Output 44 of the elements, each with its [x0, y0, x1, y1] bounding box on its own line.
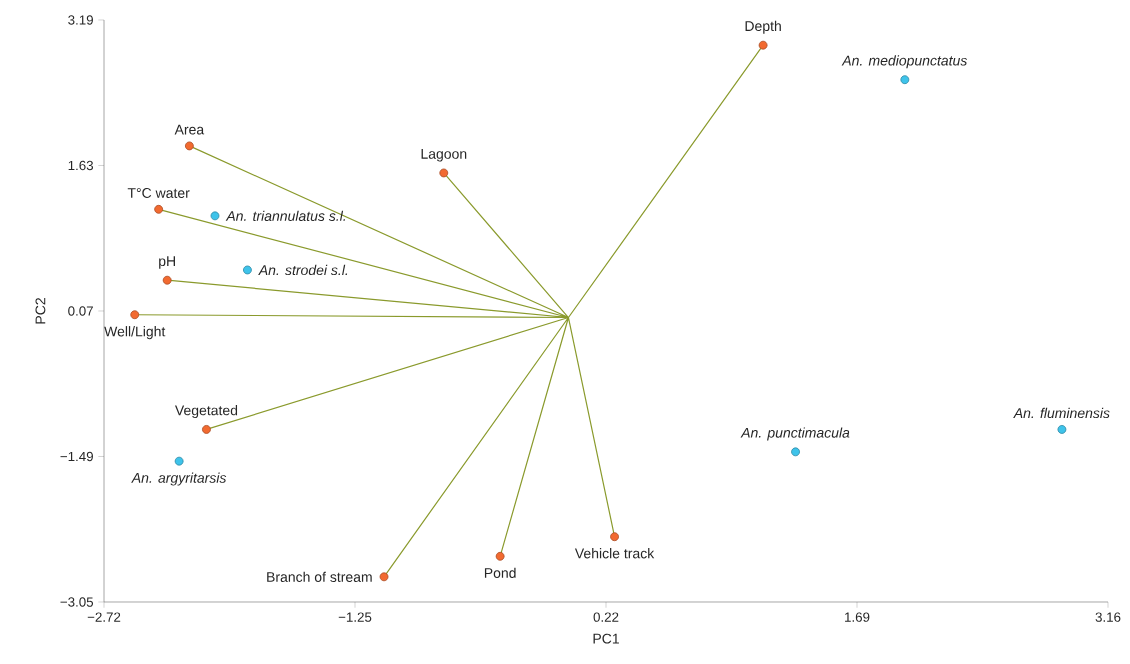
annotation: Lagoon — [421, 149, 467, 162]
point — [439, 168, 449, 178]
point — [154, 204, 164, 214]
annotation: Pond — [484, 567, 516, 578]
series-label: An. fluminensis — [1013, 407, 1110, 419]
series-label: An. strodei s.l. — [258, 264, 348, 276]
point — [210, 211, 220, 221]
series-label: An. triannulatus s.l. — [225, 210, 345, 222]
series-label: An. punctimacula — [740, 427, 850, 441]
x-tick-label: 3.16 — [1095, 612, 1121, 622]
series-label: An. argyritarsis — [131, 472, 227, 486]
point — [184, 141, 194, 151]
annotation: Vehicle track — [574, 548, 655, 559]
y-axis-title: PC2 — [35, 298, 46, 324]
point — [791, 447, 800, 457]
annotation: Branch of stream — [267, 571, 372, 582]
x-axis-title: PC1 — [593, 633, 619, 644]
y-tick-label: 1.63 — [68, 160, 94, 171]
y-tick-label: 0.07 — [68, 306, 93, 316]
point — [495, 551, 505, 561]
annotation: Area — [174, 124, 205, 135]
point — [162, 275, 172, 285]
annotation: pH — [159, 256, 175, 269]
series-label: An. mediopunctatus — [841, 55, 968, 69]
y-tick-label: 3.19 — [68, 15, 93, 25]
point — [243, 265, 252, 275]
point — [1057, 425, 1067, 434]
point — [202, 425, 211, 434]
x-tick-label: 1.69 — [845, 612, 870, 622]
y-tick-label: −3.05 — [60, 597, 94, 607]
annotation: Vegetated — [174, 405, 238, 419]
point — [758, 40, 768, 50]
x-tick-label: −2.72 — [87, 612, 121, 622]
annotation: Depth — [745, 20, 781, 34]
point — [174, 456, 184, 466]
point — [900, 75, 910, 85]
point — [379, 572, 389, 582]
annotation: Well/Light — [104, 326, 166, 340]
y-tick-label: −1.49 — [60, 451, 93, 462]
x-tick-label: 0.22 — [593, 612, 619, 622]
x-tick-label: −1.25 — [338, 612, 372, 622]
point — [130, 310, 140, 320]
annotation: T°C water — [127, 188, 190, 198]
point — [610, 532, 619, 542]
